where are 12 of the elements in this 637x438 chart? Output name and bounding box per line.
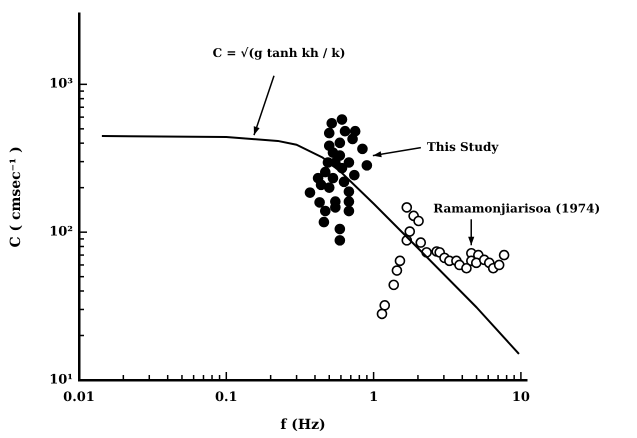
x-tick-label: 0.01 bbox=[63, 390, 95, 406]
x-tick-label: 1 bbox=[369, 390, 378, 406]
y-tick-label: 10¹ bbox=[49, 372, 73, 388]
y-axis-title: C ( cmsec⁻¹ ) bbox=[8, 146, 24, 248]
y-tick-label: 10³ bbox=[49, 76, 74, 92]
annotation: C = √(g tanh kh / k) bbox=[212, 46, 346, 60]
annotation: Ramamonjiarisoa (1974) bbox=[433, 201, 600, 216]
x-tick-label: 10 bbox=[512, 390, 530, 406]
y-tick-label: 10² bbox=[49, 224, 73, 240]
x-axis-title: f (Hz) bbox=[280, 417, 326, 434]
annotation: This Study bbox=[426, 140, 500, 154]
x-tick-label: 0.1 bbox=[214, 390, 238, 406]
